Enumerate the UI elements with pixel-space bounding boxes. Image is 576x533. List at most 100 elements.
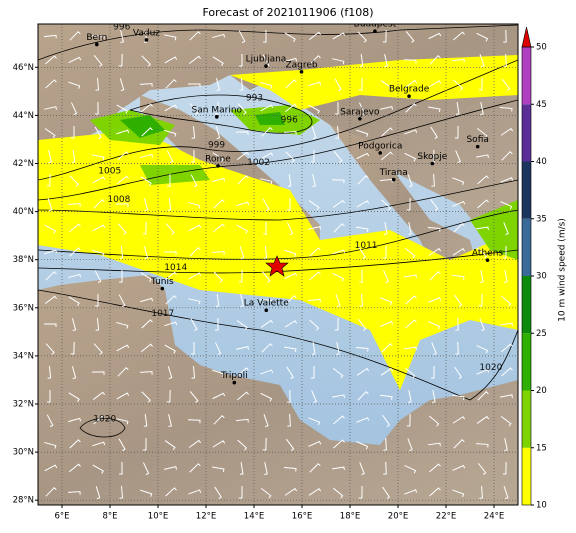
wind-barb — [263, 414, 269, 428]
wind-barb — [405, 31, 415, 43]
colorbar-tick-label: 15 — [536, 443, 547, 453]
wind-barb — [71, 149, 76, 163]
wind-barb — [405, 103, 417, 113]
wind-barb — [119, 461, 123, 475]
wind-barb — [47, 198, 53, 212]
wind-barb — [239, 77, 244, 91]
wind-barb — [48, 150, 52, 164]
x-tick-label: 8°E — [102, 512, 117, 522]
isobar-label: 1002 — [247, 158, 270, 168]
colorbar-segment — [522, 390, 531, 448]
wind-barb — [380, 106, 394, 110]
map-frame — [37, 23, 519, 506]
city-marker — [215, 115, 219, 119]
y-tick-label: 28°N — [13, 496, 34, 506]
wind-barb — [67, 203, 81, 207]
wind-barb — [116, 104, 128, 114]
city-marker — [232, 380, 237, 385]
wind-barb — [309, 271, 321, 281]
wind-barb — [187, 83, 201, 87]
wind-barb — [93, 343, 103, 355]
wind-barb — [356, 417, 370, 423]
wind-barb — [408, 222, 412, 235]
wind-barb — [405, 367, 416, 379]
wind-barb — [213, 199, 225, 209]
y-tick-label: 44°N — [13, 111, 34, 121]
wind-barb — [452, 416, 466, 424]
isobar-label: 1005 — [98, 167, 121, 177]
wind-barb — [452, 177, 465, 186]
wind-barb — [500, 127, 514, 136]
wind-barb — [261, 271, 271, 283]
wind-barb — [285, 438, 295, 451]
city-label: Athens — [472, 249, 503, 259]
wind-barb — [240, 294, 245, 308]
y-tick-label: 46°N — [13, 63, 34, 73]
wind-barb — [480, 270, 484, 283]
wind-barb — [501, 295, 512, 307]
wind-barb — [331, 179, 345, 184]
wind-barb — [455, 317, 459, 331]
wind-barb — [139, 371, 153, 375]
wind-barb — [188, 201, 201, 209]
wind-barb — [260, 392, 273, 402]
wind-barb — [357, 31, 367, 43]
wind-barb — [333, 487, 344, 499]
wind-barb — [45, 55, 57, 65]
wind-barb — [95, 101, 99, 115]
wind-barb — [312, 174, 317, 188]
wind-barb — [476, 32, 489, 42]
wind-barb — [116, 175, 129, 185]
wind-barb — [455, 101, 460, 115]
wind-barb — [501, 343, 513, 353]
wind-barb — [44, 441, 57, 449]
wind-barb — [95, 486, 101, 500]
wind-barb — [501, 367, 513, 377]
city-label: Podgorica — [358, 141, 402, 151]
wind-barb — [115, 203, 129, 207]
x-tick-label: 10°E — [148, 512, 168, 522]
wind-barb — [286, 222, 294, 236]
city-marker — [475, 144, 480, 149]
wind-barb — [117, 223, 127, 235]
wind-barb — [336, 342, 340, 355]
wind-barb — [165, 78, 177, 89]
city-label: Zagreb — [285, 60, 317, 70]
wind-barb — [428, 80, 442, 88]
wind-barb — [452, 464, 466, 471]
wind-barb — [428, 321, 441, 330]
wind-barb — [117, 366, 129, 377]
city-label: Bern — [86, 33, 107, 43]
event-star — [265, 255, 289, 277]
city-marker — [144, 38, 149, 42]
wind-barb — [44, 224, 56, 234]
wind-barb — [504, 438, 508, 451]
wind-barb — [502, 245, 507, 259]
wind-barb — [45, 343, 55, 355]
wind-barb — [404, 274, 417, 278]
wind-barb — [191, 365, 196, 379]
wind-barb — [358, 102, 366, 116]
colorbar: 10 15 20 25 30 35 40 45 50 — [521, 26, 547, 511]
wind-barb — [476, 369, 490, 375]
wind-barb — [476, 415, 490, 424]
wind-barb — [382, 29, 387, 43]
x-tick-label: 24°E — [484, 512, 504, 522]
wind-barb — [166, 150, 174, 164]
wind-barb — [213, 271, 223, 283]
wind-barb — [93, 198, 105, 209]
y-tick-label: 32°N — [13, 399, 34, 409]
wind-barb — [380, 297, 393, 306]
wind-barb — [94, 126, 102, 140]
wind-barb — [404, 489, 418, 495]
wind-barb — [431, 173, 435, 187]
wind-barb — [236, 224, 248, 234]
wind-barb — [380, 80, 392, 91]
wind-barb — [119, 245, 124, 259]
wind-barb — [309, 319, 320, 331]
wind-barb — [166, 389, 171, 403]
wind-barb — [45, 271, 57, 281]
wind-barb — [356, 129, 369, 137]
wind-barb — [71, 318, 77, 332]
wind-barb — [167, 197, 172, 211]
